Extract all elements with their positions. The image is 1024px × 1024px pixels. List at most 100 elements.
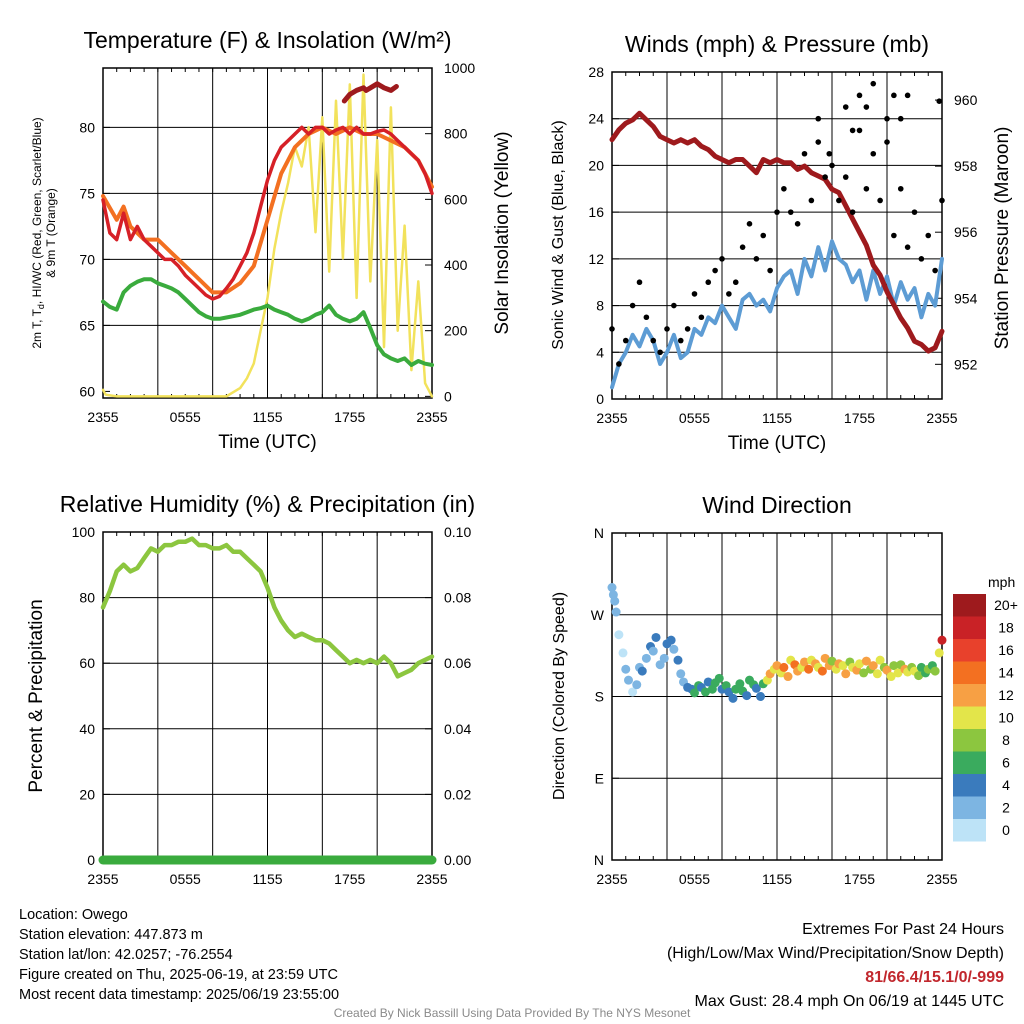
y-tick-label: 24 xyxy=(588,111,604,127)
direction-point xyxy=(690,688,699,698)
direction-point xyxy=(632,680,642,690)
gust-point xyxy=(719,256,725,262)
y-tick-label: 40 xyxy=(79,721,95,737)
y2-tick-label: 0.08 xyxy=(444,590,471,606)
y-axis-label-left: Percent & Precipitation xyxy=(26,599,47,792)
x-tick-label: 2355 xyxy=(416,409,447,425)
gust-point xyxy=(815,139,822,145)
gust-point xyxy=(897,115,904,122)
colorbar-label: 4 xyxy=(1002,777,1010,793)
y2-tick-label: 1000 xyxy=(444,60,475,76)
y-tick-label: S xyxy=(595,689,604,705)
direction-point xyxy=(934,648,944,658)
gust-point xyxy=(657,349,663,356)
insolation-line xyxy=(101,73,434,398)
chart-title: Relative Humidity (%) & Precipitation (i… xyxy=(60,491,475,517)
x-tick-label: 1755 xyxy=(334,409,365,425)
direction-point xyxy=(618,648,628,658)
direction-point xyxy=(859,668,869,678)
gust-point xyxy=(829,162,835,169)
gust-point xyxy=(904,92,911,99)
x-tick-label: 0555 xyxy=(170,871,201,887)
colorbar-swatch xyxy=(953,661,986,684)
colorbar-swatch xyxy=(953,706,986,729)
direction-point xyxy=(666,635,676,645)
pressure-line xyxy=(609,110,945,354)
y2-tick-label: 956 xyxy=(954,224,978,240)
extremes-title: Extremes For Past 24 Hours xyxy=(802,921,1004,938)
direction-point xyxy=(838,661,848,671)
colorbar-label: 18 xyxy=(998,620,1014,636)
colorbar-swatch xyxy=(953,774,986,797)
y2-tick-label: 960 xyxy=(954,92,978,108)
y-tick-label: N xyxy=(594,525,604,541)
direction-point xyxy=(628,687,638,697)
colorbar-label: 14 xyxy=(998,665,1014,681)
y-tick-label: 12 xyxy=(588,251,604,267)
y2-tick-label: 952 xyxy=(954,356,978,372)
colorbar-swatch xyxy=(953,751,986,774)
y-tick-label: 20 xyxy=(79,786,95,802)
direction-point xyxy=(621,664,631,674)
gust-point xyxy=(842,104,849,110)
y2-tick-label: 954 xyxy=(954,290,978,306)
direction-point xyxy=(648,646,658,656)
direction-point xyxy=(610,596,620,606)
gust-point xyxy=(808,197,815,204)
x-tick-label: 0555 xyxy=(679,871,710,887)
direction-point xyxy=(861,656,871,666)
direction-point xyxy=(914,671,924,681)
elevation-label: Station elevation: 447.873 m xyxy=(19,927,203,943)
colorbar-swatch xyxy=(953,819,986,842)
direction-point xyxy=(930,666,940,676)
location-label: Location: Owego xyxy=(19,907,128,923)
gust-point xyxy=(936,98,943,104)
latlon-label: Station lat/lon: 42.0257; -76.2554 xyxy=(19,947,233,963)
direction-point xyxy=(756,692,765,701)
direction-point xyxy=(669,644,679,654)
x-axis-label: Time (UTC) xyxy=(218,432,317,453)
gust-point xyxy=(856,92,863,99)
direction-point xyxy=(889,661,899,671)
direction-point xyxy=(673,655,683,665)
temp-2m-line xyxy=(101,125,434,301)
direction-point xyxy=(641,653,651,663)
gust-point xyxy=(698,314,705,321)
colorbar-label: 0 xyxy=(1002,822,1010,838)
colorbar-swatch xyxy=(953,594,986,617)
y-tick-label: 100 xyxy=(72,524,96,540)
y-tick-label: 8 xyxy=(596,298,604,314)
y-axis-label-left: 2m T, Td, HI/WC (Red, Green, Scarlet/Blu… xyxy=(30,117,58,348)
colorbar-swatch xyxy=(953,796,986,819)
gust-point xyxy=(826,150,833,157)
direction-point xyxy=(659,653,669,663)
gust-point xyxy=(939,197,945,204)
direction-point xyxy=(882,665,892,675)
y-tick-label: 0 xyxy=(87,852,95,868)
gust-point xyxy=(636,279,643,286)
gust-point xyxy=(787,209,794,215)
gust-point xyxy=(753,256,760,262)
gust-point xyxy=(815,115,822,122)
recent-data-label: Most recent data timestamp: 2025/06/19 2… xyxy=(19,987,340,1003)
x-tick-label: 0555 xyxy=(679,410,710,426)
gust-point xyxy=(911,209,918,215)
colorbar-label: 16 xyxy=(998,642,1014,658)
created-label: Figure created on Thu, 2025-06-19, at 23… xyxy=(19,967,338,983)
gust-point xyxy=(891,232,897,239)
direction-point xyxy=(800,657,809,667)
direction-point xyxy=(855,659,864,669)
dewpoint-line xyxy=(101,277,434,367)
colorbar-swatch xyxy=(953,729,986,752)
direction-point xyxy=(607,583,617,592)
y-axis-label-right: Station Pressure (Maroon) xyxy=(992,127,1013,350)
wind-speed-line xyxy=(610,239,944,390)
gust-point xyxy=(884,115,890,122)
y-tick-label: 70 xyxy=(79,251,95,267)
y-tick-label: W xyxy=(591,607,605,623)
direction-point xyxy=(655,660,665,670)
y-tick-label: E xyxy=(595,770,604,786)
gust-point xyxy=(781,185,787,192)
gust-point xyxy=(925,232,932,239)
gust-point xyxy=(643,314,650,321)
